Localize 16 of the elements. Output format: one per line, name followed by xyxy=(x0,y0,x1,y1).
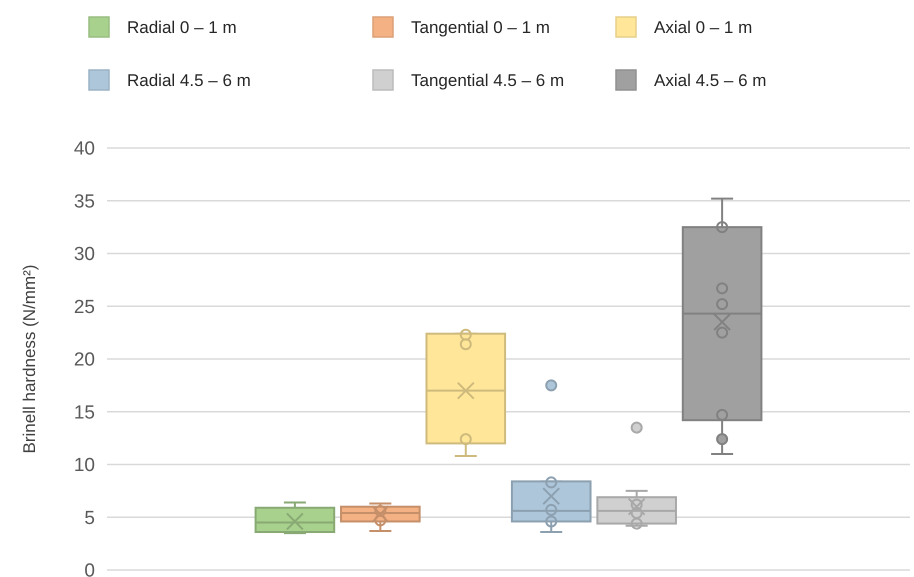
y-tick-label: 15 xyxy=(74,402,95,424)
y-tick-label: 0 xyxy=(84,560,95,577)
y-tick-label: 25 xyxy=(74,296,95,318)
legend-label: Tangential 4.5 – 6 m xyxy=(411,70,564,90)
legend-label: Axial 4.5 – 6 m xyxy=(654,70,766,90)
legend-label: Axial 0 – 1 m xyxy=(654,18,752,37)
y-tick-label: 5 xyxy=(84,508,95,529)
legend-label: Radial 4.5 – 6 m xyxy=(127,70,251,90)
legend-label: Radial 0 – 1 m xyxy=(127,18,237,37)
y-tick-label: 10 xyxy=(74,455,95,476)
y-tick-label: 20 xyxy=(74,350,95,371)
legend-label: Tangential 0 – 1 m xyxy=(411,18,550,37)
y-tick-label: 30 xyxy=(74,244,95,266)
y-tick-label: 35 xyxy=(74,191,95,212)
y-axis-title: Brinell hardness (N/mm²) xyxy=(20,264,39,454)
y-tick-label: 40 xyxy=(74,138,95,160)
